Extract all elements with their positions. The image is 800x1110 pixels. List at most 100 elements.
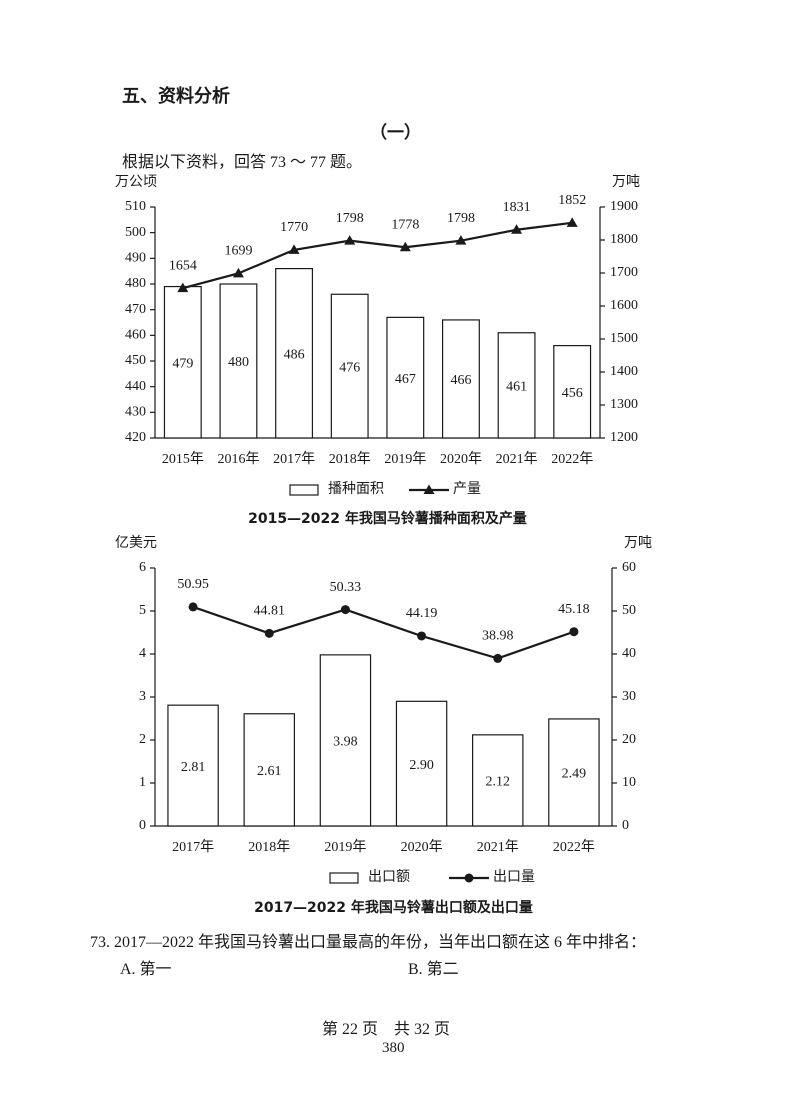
- y-tick-label: 2: [139, 732, 146, 747]
- line: [192, 605, 575, 660]
- data-label: 1831: [503, 200, 531, 215]
- marker: [566, 217, 578, 227]
- y2-tick-label: 60: [622, 560, 636, 575]
- data-label: 476: [339, 360, 360, 375]
- question-stem: 73. 2017—2022 年我国马铃薯出口量最高的年份，当年出口额在这 6 年…: [90, 934, 647, 951]
- x-tick-label: 2020年: [401, 839, 443, 855]
- data-label: 466: [450, 373, 471, 388]
- bar: [395, 700, 448, 827]
- y-tick-label: 450: [125, 353, 146, 368]
- bar: [497, 332, 536, 439]
- legend-label: 播种面积: [328, 481, 384, 497]
- data-label: 1798: [447, 211, 475, 226]
- data-label: 44.81: [254, 604, 286, 619]
- marker: [177, 282, 189, 293]
- data-label: 1654: [169, 258, 197, 273]
- data-label: 456: [562, 386, 583, 401]
- x-tick-label: 2018年: [329, 451, 371, 467]
- y-tick-label: 510: [125, 199, 146, 214]
- x-tick-label: 2022年: [551, 451, 593, 467]
- y2-tick-label: 40: [622, 646, 636, 661]
- data-label: 1852: [558, 193, 586, 208]
- data-label: 1699: [224, 244, 252, 259]
- data-label: 1770: [280, 220, 308, 235]
- y2-tick-label: 1200: [610, 430, 638, 445]
- data-label: 461: [506, 380, 527, 395]
- x-tick-label: 2018年: [248, 839, 290, 855]
- bar: [243, 713, 295, 827]
- bar: [553, 345, 592, 439]
- y2-tick-label: 1900: [610, 199, 638, 214]
- chart-title: 2015—2022 年我国马铃薯播种面积及产量: [248, 510, 527, 527]
- y2-tick-label: 1400: [610, 364, 638, 379]
- x-tick-label: 2022年: [553, 839, 595, 855]
- y-tick-label: 480: [125, 276, 146, 291]
- data-label: 50.33: [330, 580, 362, 595]
- option: A. 第一: [120, 961, 172, 978]
- bar: [167, 704, 219, 827]
- x-tick-label: 2021年: [496, 451, 538, 467]
- legend-label: 出口额: [368, 869, 410, 885]
- data-label: 467: [395, 372, 416, 387]
- y2-axis-label: 万吨: [624, 535, 652, 551]
- bar: [163, 285, 202, 439]
- y2-tick-label: 1600: [610, 298, 638, 313]
- y-tick-label: 460: [125, 328, 146, 343]
- x-tick-label: 2020年: [440, 451, 482, 467]
- legend-marker: [423, 484, 435, 494]
- data-label: 2.61: [257, 764, 282, 779]
- data-label: 2.81: [181, 760, 206, 775]
- page-footer: 第 22 页 共 32 页: [322, 1021, 451, 1038]
- y-tick-label: 0: [139, 818, 146, 833]
- y2-tick-label: 10: [622, 775, 636, 790]
- page-number: 380: [382, 1040, 405, 1056]
- x-tick-label: 2017年: [273, 451, 315, 467]
- data-label: 480: [228, 355, 249, 370]
- data-label: 2.90: [409, 758, 434, 773]
- marker: [511, 224, 523, 234]
- bar: [441, 319, 480, 439]
- marker: [493, 653, 503, 663]
- x-tick-label: 2017年: [172, 839, 214, 855]
- y-tick-label: 500: [125, 225, 146, 240]
- bar: [548, 718, 600, 827]
- x-tick-label: 2019年: [384, 451, 426, 467]
- y-tick-label: 5: [139, 603, 146, 618]
- marker: [399, 241, 411, 252]
- charts: 万公顷 万吨42043044045046047048049050051012001…: [115, 174, 652, 916]
- y-tick-label: 6: [139, 560, 146, 575]
- y-tick-label: 490: [125, 251, 146, 266]
- section-title: 五、资料分析: [122, 86, 230, 107]
- y2-tick-label: 1500: [610, 331, 638, 346]
- chart-title: 2017—2022 年我国马铃薯出口额及出口量: [254, 899, 533, 916]
- data-label: 1778: [391, 217, 419, 232]
- data-label: 2.12: [486, 775, 511, 790]
- x-tick-label: 2019年: [324, 839, 366, 855]
- y-tick-label: 440: [125, 379, 146, 394]
- legend-label: 出口量: [493, 869, 535, 885]
- marker: [569, 627, 579, 637]
- marker: [264, 628, 274, 638]
- line: [182, 221, 573, 290]
- part-title: （一）: [370, 123, 421, 142]
- bar: [319, 654, 372, 827]
- marker: [288, 244, 300, 254]
- x-tick-label: 2015年: [162, 451, 204, 467]
- legend-swatch: [329, 872, 359, 884]
- x-tick-label: 2016年: [217, 451, 259, 467]
- data-label: 50.95: [177, 577, 209, 592]
- y2-tick-label: 0: [622, 818, 629, 833]
- marker: [340, 605, 350, 615]
- option: B. 第二: [408, 961, 459, 978]
- y2-axis-label: 万吨: [612, 174, 640, 190]
- y-tick-label: 1: [139, 775, 146, 790]
- marker: [232, 267, 244, 278]
- bar: [386, 316, 425, 439]
- bar: [472, 734, 524, 827]
- y2-tick-label: 1800: [610, 232, 638, 247]
- data-label: 38.98: [482, 629, 514, 644]
- legend-label: 产量: [453, 481, 481, 497]
- y2-tick-label: 50: [622, 603, 636, 618]
- legend-marker: [464, 873, 474, 883]
